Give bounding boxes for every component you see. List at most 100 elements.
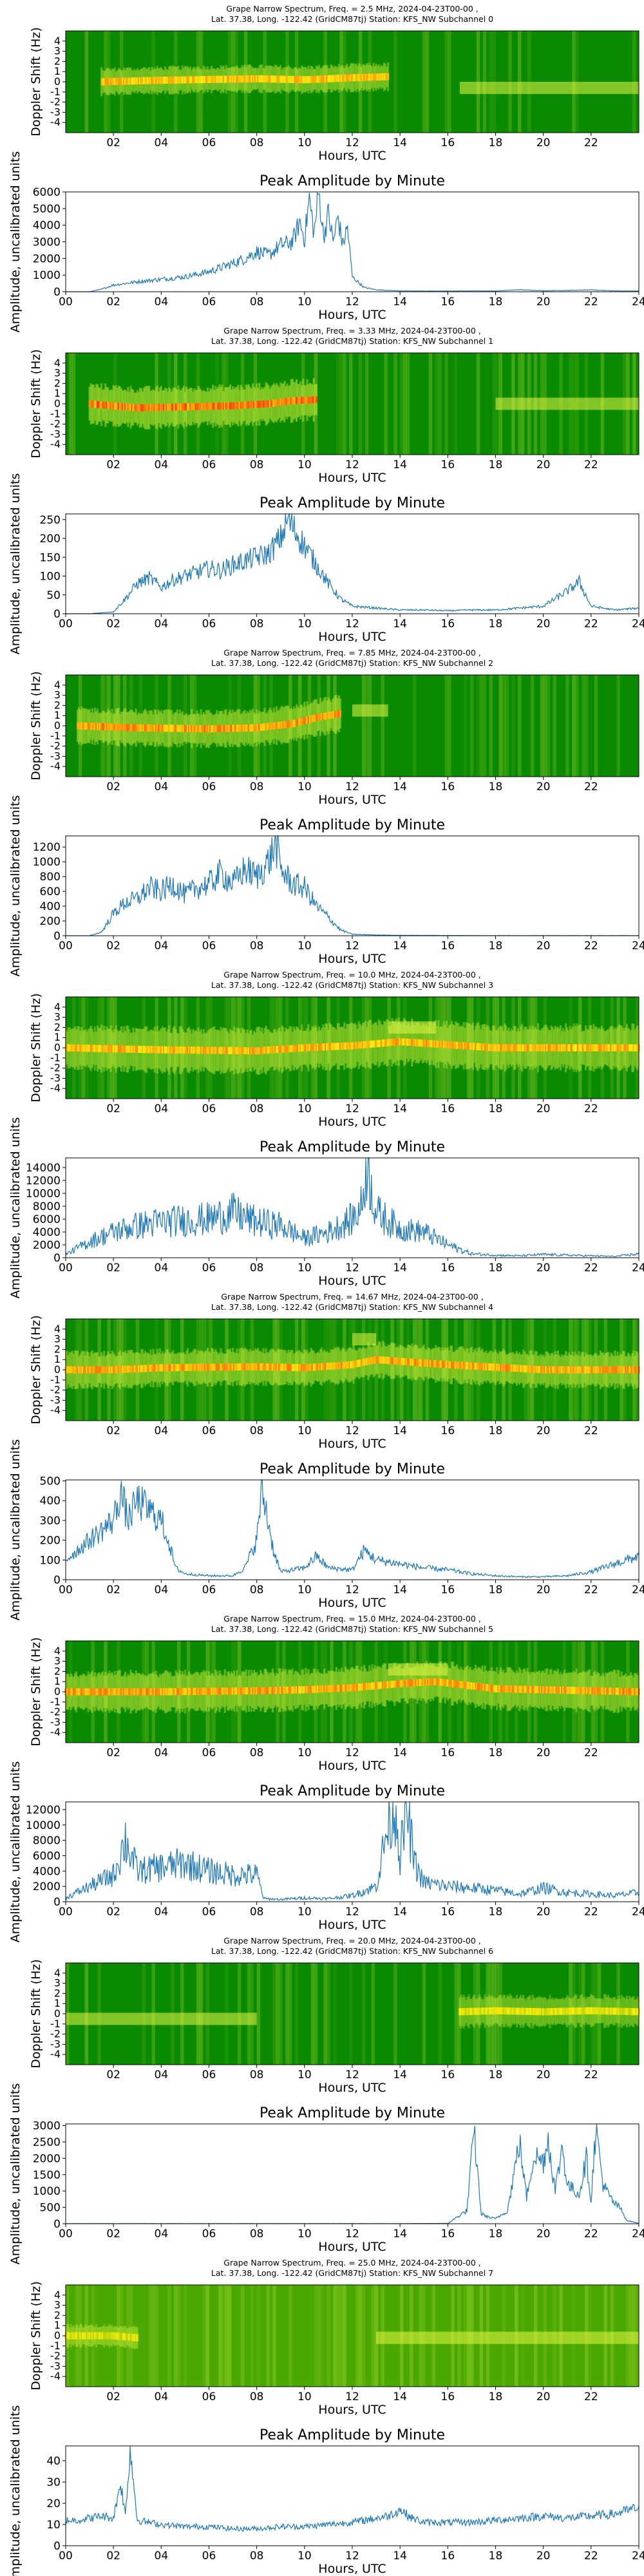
spectrogram-trace <box>100 723 103 730</box>
spectrogram-trace <box>310 1363 312 1371</box>
spectrogram-trace <box>484 1043 486 1051</box>
spectrogram-trace <box>509 1685 511 1693</box>
spectrogram-trace <box>111 723 113 731</box>
spectrogram-trace <box>298 397 301 404</box>
spectrogram-trace <box>116 1045 118 1053</box>
spectrogram-trace <box>585 1366 587 1374</box>
spectrogram-trace <box>625 1366 628 1374</box>
spectrogram-trace <box>277 721 279 729</box>
spectrogram-trace <box>509 1364 511 1372</box>
y-tick-label: 200 <box>40 1535 61 1548</box>
spectrogram-trace <box>129 1045 132 1053</box>
spectrogram-trace <box>168 76 171 84</box>
spectrogram-trace <box>490 1044 493 1052</box>
spectrogram-trace <box>569 1687 571 1694</box>
spectrogram-trace <box>148 1688 151 1696</box>
spectrogram-noise-column <box>448 31 451 133</box>
spectrogram-trace <box>109 723 112 731</box>
spectrogram-trace <box>212 402 214 410</box>
spectrogram-trace <box>222 1687 225 1695</box>
spectrogram-trace <box>287 75 290 83</box>
spectrogram-trace <box>348 1042 351 1050</box>
spectrogram-trace <box>123 1365 126 1373</box>
spectrogram-secondary-trace <box>459 82 639 94</box>
spectrogram-trace <box>342 74 345 82</box>
spectrogram-trace <box>111 1688 113 1696</box>
spectrogram-trace <box>107 723 109 731</box>
spectrogram-trace <box>196 1046 198 1054</box>
spectrogram-trace <box>164 1688 167 1696</box>
spectrogram-trace <box>573 1687 575 1694</box>
spectrogram-trace <box>162 1364 165 1372</box>
spectrogram-trace <box>77 722 79 730</box>
spectrogram-trace <box>251 75 254 82</box>
spectrogram-trace <box>504 2007 506 2015</box>
y-tick-label: 2000 <box>33 1880 61 1893</box>
spectrogram-trace <box>211 1046 213 1054</box>
x-tick-label: 12 <box>345 618 359 630</box>
spectrogram-trace <box>116 402 118 410</box>
spectrogram-trace <box>133 724 136 732</box>
spectrogram-trace <box>152 724 155 732</box>
spectrogram-trace <box>417 1679 420 1687</box>
spectrogram-trace <box>270 1687 272 1694</box>
spectrogram-trace <box>345 74 347 82</box>
spectrogram-trace <box>102 1045 104 1052</box>
spectrogram-trace <box>257 75 260 82</box>
spectrogram-trace <box>281 1687 283 1694</box>
spectrogram-trace <box>393 1038 396 1046</box>
spectrogram-trace <box>484 1683 486 1691</box>
spectrogram-trace <box>269 75 271 83</box>
spectrogram-trace <box>522 1365 525 1372</box>
spectrogram-trace <box>181 76 184 84</box>
spectrogram-trace <box>223 1687 226 1695</box>
spectrogram-trace <box>197 1687 200 1695</box>
spectrogram-trace <box>351 1042 354 1050</box>
spectrogram-trace <box>254 1687 257 1694</box>
spectrogram-trace <box>489 2007 491 2015</box>
spectrogram-trace <box>127 1045 129 1053</box>
spectrogram-trace <box>173 76 176 84</box>
x-tick-label: 16 <box>441 1425 455 1437</box>
spectrogram-trace <box>111 402 113 410</box>
spectrogram-trace <box>177 724 180 732</box>
spectrogram-trace <box>506 1044 509 1052</box>
spectrogram-trace <box>321 1685 323 1693</box>
spectrogram-trace <box>225 402 227 410</box>
spectrogram-trace <box>634 1044 636 1052</box>
x-tick-label: 18 <box>489 618 503 630</box>
spectrogram-trace <box>204 1363 206 1371</box>
spectrogram-trace <box>565 2007 567 2015</box>
spectrogram-noise-column <box>298 675 302 777</box>
spectrogram-noise-column <box>464 1641 468 1743</box>
spectrogram-trace <box>236 402 238 410</box>
spectrogram-title-line: Grape Narrow Spectrum, Freq. = 20.0 MHz,… <box>223 1936 480 1946</box>
spectrogram-trace <box>185 1046 188 1054</box>
spectrogram-trace <box>339 1043 341 1050</box>
spectrogram-trace <box>204 725 206 733</box>
x-tick-label: 16 <box>441 1262 455 1274</box>
spectrogram-trace <box>477 1683 480 1690</box>
spectrogram-trace <box>334 1043 336 1050</box>
spectrogram-trace <box>237 724 240 732</box>
spectrogram-trace <box>392 1680 395 1688</box>
spectrogram-trace <box>148 404 151 412</box>
spectrogram-trace <box>582 2007 585 2015</box>
spectrogram-trace <box>468 1042 470 1050</box>
spectrogram-trace <box>223 402 226 410</box>
x-tick-label: 18 <box>489 940 503 952</box>
spectrogram-trace <box>579 1044 582 1052</box>
spectrogram-trace <box>82 1366 84 1374</box>
spectrogram-trace <box>310 396 312 404</box>
x-tick-label: 06 <box>202 1906 216 1918</box>
spectrogram-trace <box>335 1362 337 1370</box>
spectrogram-trace <box>247 1687 250 1695</box>
spectrogram-trace <box>555 1044 558 1052</box>
spectrogram-trace <box>478 1363 481 1370</box>
x-tick-label: 10 <box>298 781 312 793</box>
spectrogram-trace <box>564 1044 566 1052</box>
spectrogram-trace <box>390 1357 392 1365</box>
spectrogram-trace <box>188 1688 191 1696</box>
spectrogram-trace <box>426 1359 429 1367</box>
